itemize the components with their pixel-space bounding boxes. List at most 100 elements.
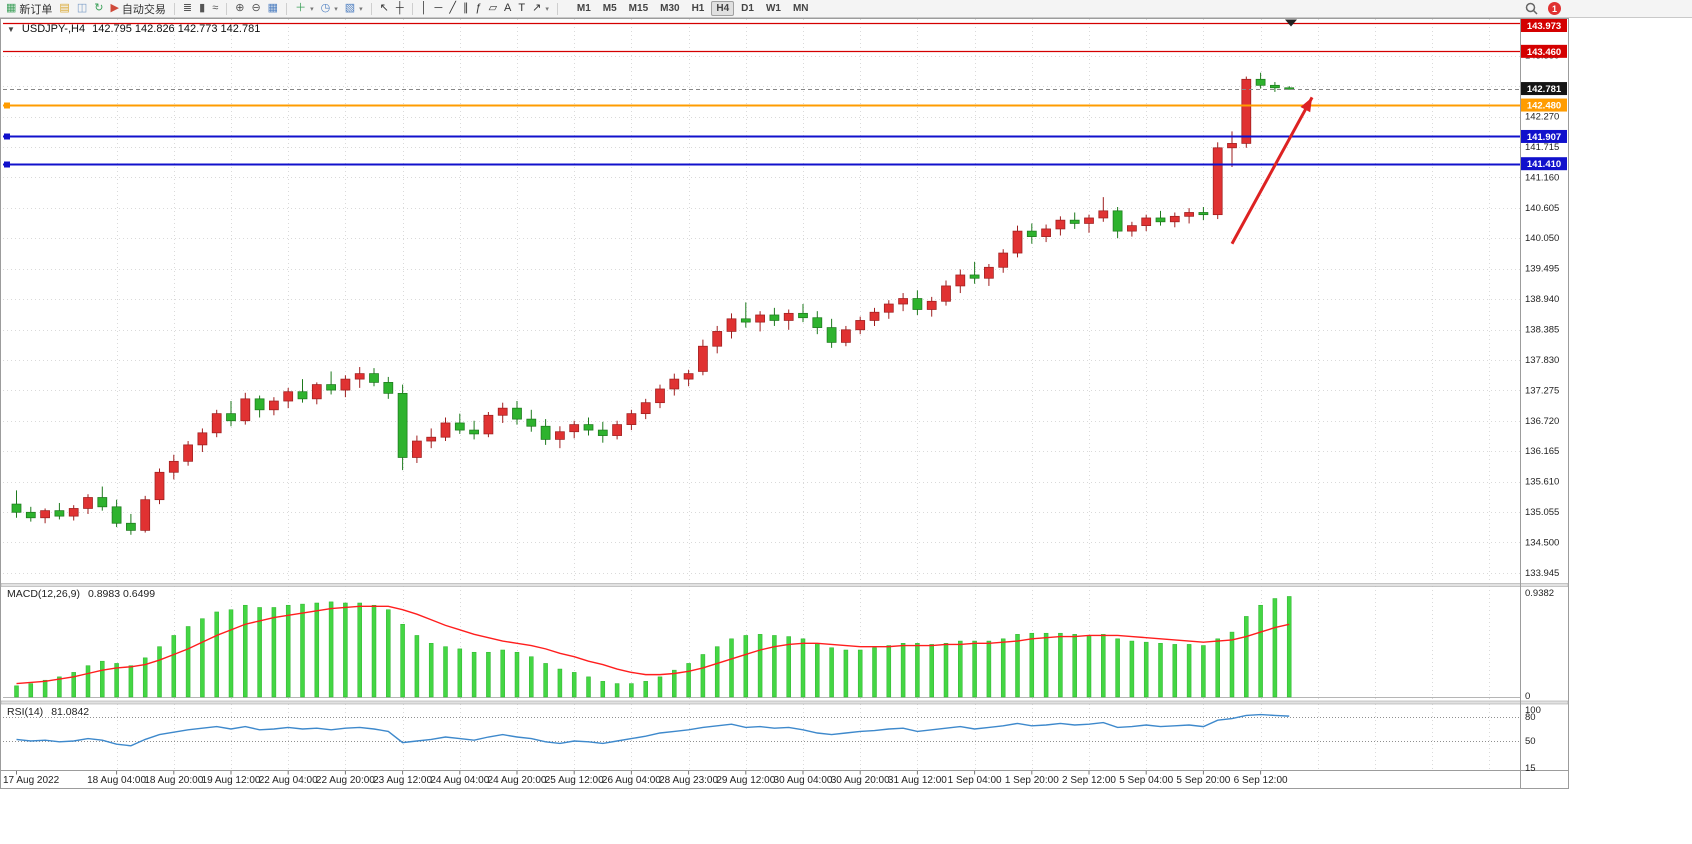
price-tick: 133.945: [1525, 568, 1559, 579]
collapse-chart-icon[interactable]: ▼: [7, 24, 15, 34]
time-label: 1 Sep 20:00: [1005, 775, 1059, 786]
candle: [426, 428, 437, 449]
timeframe-H4-button[interactable]: H4: [711, 1, 735, 16]
templates-button[interactable]: ▧ ▾: [342, 1, 366, 16]
chart-window-icon: ▤: [59, 2, 70, 14]
search-icon[interactable]: [1525, 2, 1538, 15]
refresh-icon: ↻: [94, 2, 104, 14]
bar-chart-button[interactable]: ≣: [180, 1, 195, 16]
rsi-value: 81.0842: [51, 706, 90, 718]
rsi-axis-label: 15: [1525, 763, 1536, 774]
timeframe-H1-button[interactable]: H1: [691, 3, 705, 14]
macd-bar: [958, 640, 963, 698]
time-label: 29 Aug 12:00: [716, 775, 775, 786]
arrows-icon: ↗: [532, 2, 542, 14]
price-tick: 134.500: [1525, 537, 1559, 548]
hline-object-142.480[interactable]: [3, 102, 1520, 109]
indicators-dropdown-icon[interactable]: ▾: [310, 5, 314, 13]
candle: [540, 419, 551, 445]
new-order-button[interactable]: ▦ 新订单: [3, 1, 55, 16]
timeframe-MN-button[interactable]: MN: [792, 3, 809, 14]
auto-trading-label: 自动交易: [121, 3, 166, 16]
crosshair-button[interactable]: ┼: [393, 1, 407, 16]
auto-trading-button[interactable]: ▶ 自动交易: [107, 1, 168, 16]
hline-handle[interactable]: [4, 161, 10, 168]
cursor-button[interactable]: ↖: [377, 1, 392, 16]
periods-button[interactable]: ◷ ▾: [318, 1, 341, 16]
time-label: 22 Aug 20:00: [316, 775, 375, 786]
macd-bar: [343, 602, 348, 698]
panel-separator[interactable]: [0, 700, 1569, 705]
chart-shift-marker[interactable]: [1285, 19, 1297, 27]
timeframe-M5-button[interactable]: M5: [602, 3, 617, 14]
macd-bar: [643, 681, 648, 698]
refresh-button[interactable]: ↻: [91, 1, 106, 16]
candle: [984, 264, 994, 286]
hline-handle[interactable]: [4, 133, 10, 140]
horizontal-line-button[interactable]: ─: [432, 1, 446, 16]
macd-bar: [271, 607, 277, 698]
macd-bar: [1286, 596, 1292, 698]
indicators-button[interactable]: ＋ ▾: [292, 1, 317, 16]
macd-bar: [71, 672, 76, 698]
hline-object-141.410[interactable]: [3, 161, 1520, 168]
text-label-button[interactable]: T: [515, 1, 528, 16]
panel-separator[interactable]: [0, 583, 1569, 587]
candle: [1284, 86, 1295, 90]
candlestick-chart-button[interactable]: ▮: [196, 1, 208, 16]
trendline-button[interactable]: ╱: [446, 1, 459, 16]
notification-badge[interactable]: 1: [1548, 2, 1561, 15]
toolbar-right: 1: [1525, 2, 1689, 15]
timeframe-W1-button[interactable]: W1: [765, 3, 781, 14]
macd-bar: [314, 602, 320, 698]
macd-bar: [1229, 631, 1235, 698]
zoom-in-button[interactable]: ⊕: [232, 1, 247, 16]
candle: [555, 426, 565, 449]
rsi-axis-label: 80: [1525, 712, 1536, 723]
arrows-button[interactable]: ↗ ▾: [529, 1, 552, 16]
candle: [1041, 224, 1051, 243]
equidistant-channel-button[interactable]: ∥: [460, 1, 472, 16]
ohlc-values: 142.795 142.826 142.773 142.781: [92, 23, 261, 35]
macd-bar: [872, 647, 877, 698]
price-tick: 140.605: [1525, 203, 1559, 214]
timeframe-M15-button[interactable]: M15: [628, 3, 649, 14]
hline-object-141.907[interactable]: [3, 133, 1520, 140]
macd-bar: [1244, 616, 1249, 698]
candle: [412, 435, 422, 463]
zoom-out-button[interactable]: ⊖: [248, 1, 263, 16]
chart-window-button[interactable]: ▤: [56, 1, 72, 16]
macd-bar: [929, 644, 934, 698]
candle: [841, 325, 851, 347]
price-axis[interactable]: 143.380142.825142.270141.715141.160140.6…: [1525, 51, 1559, 774]
candle: [240, 392, 251, 425]
shapes-button[interactable]: ▱: [486, 1, 500, 16]
macd-bar: [371, 604, 377, 698]
timeframe-M30-button[interactable]: M30: [660, 3, 680, 14]
price-tick: 141.715: [1525, 142, 1559, 153]
candle: [40, 508, 50, 524]
price-tick: 138.385: [1525, 325, 1559, 336]
text-button[interactable]: A: [501, 1, 514, 16]
vertical-line-button[interactable]: │: [418, 1, 431, 16]
line-chart-button[interactable]: ≈: [209, 1, 221, 16]
time-label: 18 Aug 20:00: [144, 775, 203, 786]
templates-dropdown-icon[interactable]: ▾: [359, 5, 363, 13]
timeframe-D1-button[interactable]: D1: [741, 3, 754, 14]
periods-dropdown-icon[interactable]: ▾: [334, 5, 338, 13]
crosshair-icon: ┼: [395, 2, 404, 14]
candle: [97, 486, 108, 511]
fibonacci-button[interactable]: ƒ: [472, 1, 484, 16]
macd-bar: [1058, 632, 1063, 698]
macd-bar: [657, 676, 663, 698]
candle: [583, 417, 594, 436]
hline-handle[interactable]: [4, 102, 10, 109]
macd-bar: [614, 683, 620, 698]
timeframe-M1-button[interactable]: M1: [576, 3, 591, 14]
arrows-dropdown-icon[interactable]: ▾: [545, 5, 549, 13]
tile-windows-button[interactable]: ▦: [265, 1, 281, 16]
profiles-button[interactable]: ◫: [74, 1, 90, 16]
trend-arrow-object[interactable]: [1230, 96, 1314, 245]
